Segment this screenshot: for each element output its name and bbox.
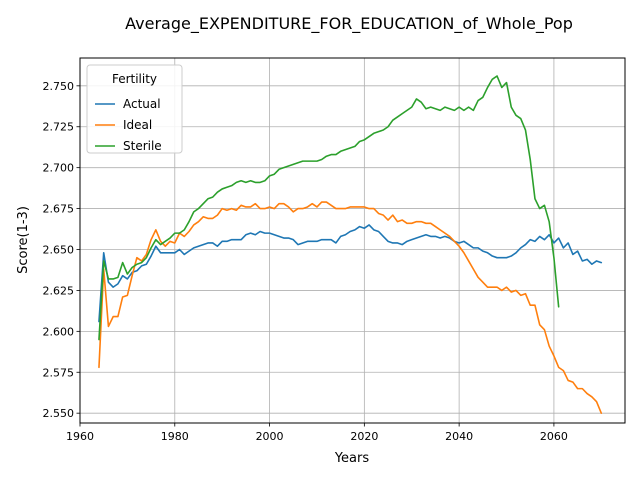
x-tick-label: 2000: [256, 430, 284, 443]
legend-label-actual: Actual: [123, 97, 161, 111]
x-tick-label: 2020: [350, 430, 378, 443]
y-tick-label: 2.625: [43, 284, 75, 297]
x-tick-label: 2040: [445, 430, 473, 443]
x-tick-label: 2060: [540, 430, 568, 443]
legend-label-ideal: Ideal: [123, 118, 152, 132]
series-line-actual: [98, 224, 603, 323]
legend-box: [86, 64, 183, 154]
x-tick-label: 1960: [66, 430, 94, 443]
y-axis: 2.550 2.575 2.600 2.625 2.650 2.675 2.700 2.725…: [43, 80, 80, 420]
series-line-sterile: [98, 75, 560, 341]
plot-area-frame: [79, 57, 626, 424]
series-line-ideal: [98, 201, 603, 414]
x-axis: 1960 1980 2000 2020 2040 2060: [66, 423, 568, 443]
legend-title: Fertility: [112, 72, 157, 86]
y-axis-label: Score(1-3): [16, 206, 31, 274]
series-lines: [98, 75, 603, 414]
chart-title: Average_EXPENDITURE_FOR_EDUCATION_of_Who…: [125, 14, 573, 34]
y-tick-label: 2.750: [43, 80, 75, 93]
x-axis-label: Years: [334, 451, 370, 466]
x-tick-label: 1980: [161, 430, 189, 443]
y-tick-label: 2.600: [43, 325, 75, 338]
y-tick-label: 2.575: [43, 366, 75, 379]
legend-label-sterile: Sterile: [123, 139, 162, 153]
y-tick-label: 2.700: [43, 162, 75, 175]
y-tick-label: 2.675: [43, 203, 75, 216]
y-tick-label: 2.650: [43, 244, 75, 257]
y-tick-label: 2.550: [43, 407, 75, 420]
y-tick-label: 2.725: [43, 121, 75, 134]
legend: Fertility Actual Ideal Sterile: [86, 64, 183, 154]
grid-lines: [79, 58, 625, 423]
